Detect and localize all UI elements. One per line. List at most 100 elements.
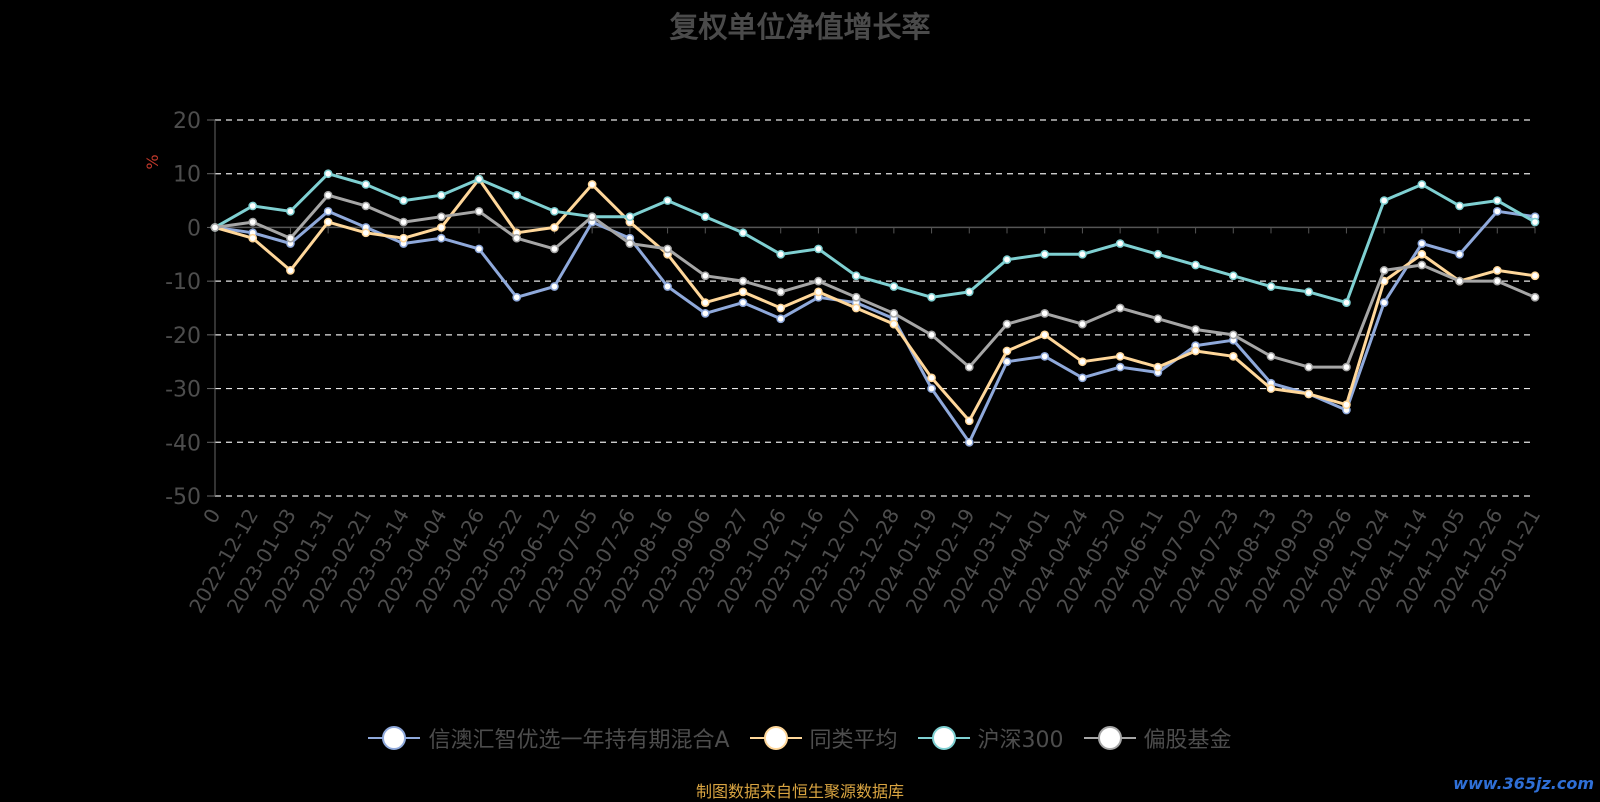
series-3-point-28 bbox=[1266, 282, 1276, 291]
series-4-point-12 bbox=[663, 244, 672, 254]
series-4-point-18 bbox=[889, 309, 899, 318]
series-1-point-15 bbox=[776, 314, 786, 324]
series-3-point-16 bbox=[814, 244, 823, 254]
series-1-point-12 bbox=[663, 282, 672, 291]
series-3-point-20 bbox=[964, 287, 974, 297]
series-1-point-23 bbox=[1078, 373, 1087, 383]
series-1-point-33 bbox=[1455, 249, 1464, 259]
series-4-point-1 bbox=[248, 217, 258, 227]
watermark: www.365jz.com bbox=[1453, 774, 1594, 793]
legend-label-series-1: 信澳汇智优选一年持有期混合A bbox=[428, 728, 730, 753]
series-3-point-3 bbox=[323, 169, 333, 179]
series-4-point-25 bbox=[1153, 314, 1163, 324]
series-3-point-30 bbox=[1342, 298, 1351, 307]
series-1-point-34 bbox=[1492, 206, 1502, 216]
series-2-point-21 bbox=[1002, 346, 1012, 356]
series-4-point-35 bbox=[1530, 292, 1540, 302]
series-1-point-13 bbox=[700, 309, 710, 318]
chart-title: 复权单位净值增长率 bbox=[669, 10, 931, 44]
series-2-point-30 bbox=[1342, 400, 1351, 410]
series-2-point-34 bbox=[1492, 266, 1502, 275]
series-4-point-7 bbox=[474, 206, 484, 216]
legend-item-series-4[interactable]: 偏股基金 bbox=[1083, 722, 1232, 754]
series-1-point-9 bbox=[550, 282, 559, 291]
series-4-point-34 bbox=[1492, 276, 1502, 286]
series-1-point-19 bbox=[927, 384, 936, 393]
series-2-point-10 bbox=[587, 180, 597, 189]
series-1-point-21 bbox=[1002, 357, 1012, 367]
series-3-point-18 bbox=[889, 282, 899, 291]
y-tick-label--30: -30 bbox=[165, 378, 201, 403]
series-3-point-19 bbox=[927, 292, 936, 302]
series-line-2 bbox=[214, 177, 1536, 423]
series-2-point-16 bbox=[814, 287, 823, 297]
legend-label-series-3: 沪深300 bbox=[977, 728, 1064, 753]
series-2-point-14 bbox=[738, 287, 748, 297]
series-4-point-9 bbox=[550, 244, 559, 254]
series-4-point-27 bbox=[1228, 330, 1238, 340]
series-3-point-34 bbox=[1492, 196, 1502, 205]
series-2-point-19 bbox=[927, 373, 936, 383]
series-line-4 bbox=[214, 193, 1536, 369]
series-3-point-32 bbox=[1417, 180, 1427, 189]
series-4-point-22 bbox=[1040, 309, 1050, 318]
series-2-point-29 bbox=[1304, 389, 1314, 399]
series-line-3 bbox=[214, 172, 1536, 305]
series-2-point-35 bbox=[1530, 271, 1540, 281]
series-2-point-23 bbox=[1078, 357, 1087, 367]
series-line-1 bbox=[214, 209, 1536, 444]
series-2-point-9 bbox=[550, 223, 559, 232]
series-2-point-24 bbox=[1115, 351, 1125, 361]
series-3-point-31 bbox=[1379, 196, 1389, 205]
series-4-point-28 bbox=[1266, 351, 1276, 361]
series-3-point-26 bbox=[1191, 260, 1200, 270]
series-4-point-33 bbox=[1455, 276, 1464, 286]
series-3-point-17 bbox=[851, 271, 861, 281]
series-4-point-29 bbox=[1304, 362, 1314, 372]
series-2-point-5 bbox=[399, 233, 408, 243]
series-3-point-15 bbox=[776, 249, 786, 259]
series-4-point-8 bbox=[512, 233, 522, 243]
series-1-point-22 bbox=[1040, 351, 1050, 361]
series-4-point-19 bbox=[927, 330, 936, 340]
series-4-point-30 bbox=[1342, 362, 1351, 372]
series-2-point-2 bbox=[286, 266, 295, 275]
series-1-point-24 bbox=[1115, 362, 1125, 372]
series-3-point-21 bbox=[1002, 255, 1012, 265]
y-axis-label: % bbox=[143, 154, 162, 169]
series-2-point-18 bbox=[889, 319, 899, 329]
series-2-point-26 bbox=[1191, 346, 1200, 356]
series-4-point-4 bbox=[361, 201, 371, 211]
series-4-point-16 bbox=[814, 276, 823, 286]
series-3-point-23 bbox=[1078, 249, 1087, 259]
series-4-point-5 bbox=[399, 217, 408, 227]
series-2-point-4 bbox=[361, 228, 371, 238]
series-4-point-17 bbox=[851, 292, 861, 302]
series-1-point-14 bbox=[738, 298, 748, 307]
series-3-point-24 bbox=[1115, 239, 1125, 248]
series-3-point-9 bbox=[550, 206, 559, 216]
series-2-point-3 bbox=[323, 217, 333, 227]
series-4-point-13 bbox=[700, 271, 710, 281]
series-3-point-35 bbox=[1530, 217, 1540, 227]
series-3-point-4 bbox=[361, 180, 371, 189]
series-4-point-0 bbox=[210, 223, 220, 232]
series-3-point-22 bbox=[1040, 249, 1050, 259]
legend-swatch-series-2 bbox=[749, 724, 802, 752]
y-tick-label-10: 10 bbox=[173, 163, 201, 188]
y-tick-label--10: -10 bbox=[165, 270, 201, 295]
chart-legend[interactable]: 信澳汇智优选一年持有期混合A 同类平均 沪深300 偏股基金 bbox=[0, 722, 1600, 754]
series-4-point-6 bbox=[436, 212, 446, 222]
legend-item-series-1[interactable]: 信澳汇智优选一年持有期混合A bbox=[368, 722, 730, 754]
data-source-note: 制图数据来自恒生聚源数据库 bbox=[695, 782, 904, 801]
series-1-point-31 bbox=[1379, 298, 1389, 307]
series-4-point-3 bbox=[323, 190, 333, 200]
y-tick-label--50: -50 bbox=[165, 485, 201, 510]
series-2-point-25 bbox=[1153, 362, 1163, 372]
legend-item-series-2[interactable]: 同类平均 bbox=[749, 722, 898, 754]
legend-item-series-3[interactable]: 沪深300 bbox=[917, 722, 1064, 754]
series-4-point-21 bbox=[1002, 319, 1012, 329]
series-4-point-32 bbox=[1417, 260, 1427, 270]
series-3-point-2 bbox=[286, 206, 295, 216]
series-1-point-32 bbox=[1417, 239, 1427, 248]
